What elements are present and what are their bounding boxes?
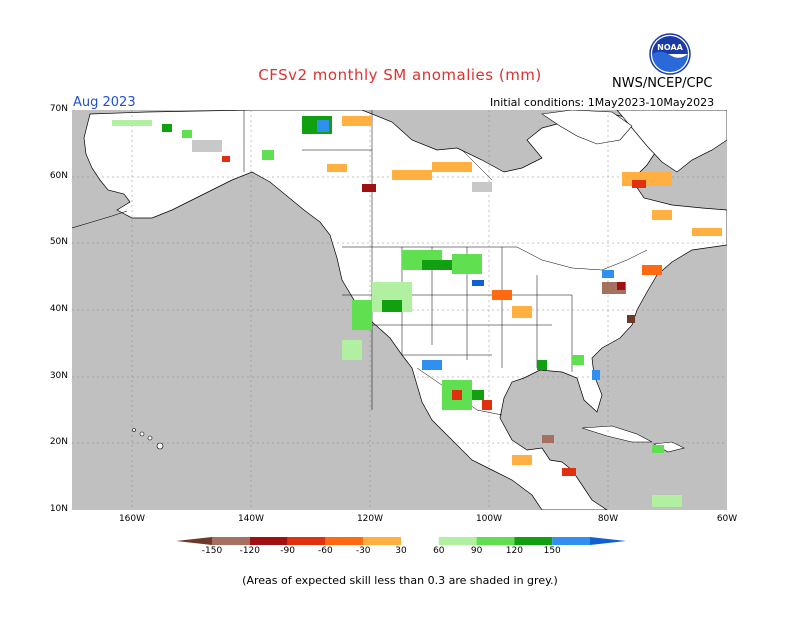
colorbar-swatch — [438, 537, 477, 545]
lon-label: 80W — [597, 514, 619, 524]
colorbar-swatch — [363, 537, 401, 545]
lat-label: 40N — [49, 304, 68, 314]
colorbar-label: 90 — [470, 546, 483, 556]
initial-conditions: Initial conditions: 1May2023-10May2023 — [490, 96, 715, 109]
lon-label: 140W — [237, 514, 265, 524]
colorbar-label: 150 — [543, 546, 561, 556]
colorbar-swatch — [552, 537, 590, 545]
soil-moisture-map — [72, 110, 727, 510]
anomaly-cells — [112, 116, 722, 507]
colorbar-arrow-left — [176, 537, 212, 545]
lon-label: 100W — [475, 514, 503, 524]
colorbar-arrow-right — [590, 537, 626, 545]
colorbar-swatch — [401, 537, 439, 545]
lat-label: 70N — [49, 104, 68, 114]
colorbar-label: 30 — [395, 546, 407, 556]
graticule — [72, 110, 727, 510]
land-hawaii — [132, 428, 164, 450]
map-title: CFSv2 monthly SM anomalies (mm) — [258, 66, 542, 84]
colorbar — [176, 537, 626, 545]
colorbar-label: -60 — [318, 546, 333, 556]
lon-label: 160W — [118, 514, 146, 524]
land-cuba — [581, 425, 653, 443]
land-baffin-island — [541, 110, 633, 145]
agency-label: NWS/NCEP/CPC — [612, 76, 713, 91]
lat-label: 10N — [49, 504, 68, 514]
colorbar-label: -120 — [239, 546, 261, 556]
colorbar-swatch — [514, 537, 553, 545]
colorbar-label: 120 — [505, 546, 523, 556]
colorbar-swatch — [476, 537, 515, 545]
colorbar-label: -90 — [280, 546, 295, 556]
footnote: (Areas of expected skill less than 0.3 a… — [242, 574, 558, 587]
lat-label: 20N — [49, 437, 68, 447]
land-aleutians — [72, 210, 128, 229]
colorbar-label: -150 — [201, 546, 223, 556]
lat-label: 60N — [49, 171, 68, 181]
colorbar-swatch — [212, 537, 250, 545]
colorbar-label: 60 — [433, 546, 445, 556]
lon-label: 120W — [356, 514, 384, 524]
lon-label: 60W — [716, 514, 738, 524]
noaa-logo: NOAA — [649, 33, 691, 75]
colorbar-swatch — [249, 537, 288, 545]
lat-label: 50N — [49, 237, 68, 247]
colorbar-label: -30 — [355, 546, 371, 556]
forecast-month: Aug 2023 — [73, 95, 136, 110]
land-greenland — [616, 110, 727, 173]
colorbar-swatch — [287, 537, 326, 545]
colorbar-swatch — [325, 537, 364, 545]
logo-text: NOAA — [657, 43, 683, 52]
lat-label: 30N — [49, 371, 68, 381]
